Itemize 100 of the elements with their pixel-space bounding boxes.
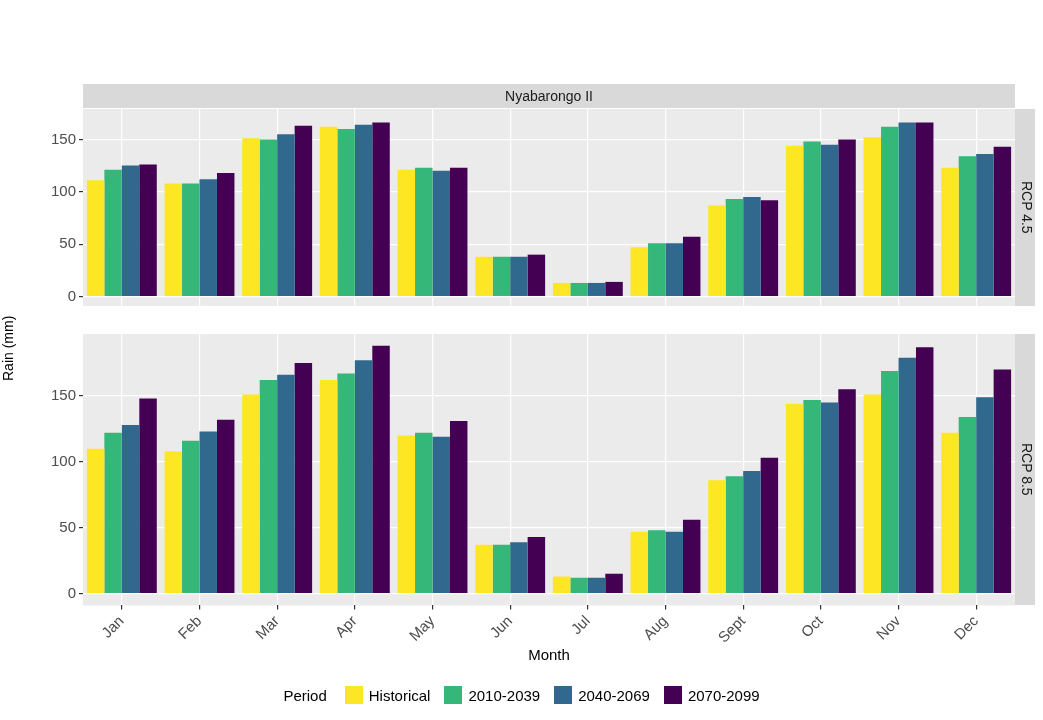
bar bbox=[216, 419, 235, 593]
bar bbox=[941, 432, 959, 593]
y-tick-label: 50 bbox=[59, 517, 76, 535]
legend-label: Historical bbox=[368, 686, 431, 704]
bar bbox=[552, 282, 571, 296]
bar bbox=[164, 183, 183, 296]
bar bbox=[760, 457, 779, 593]
y-tick-label: 0 bbox=[67, 583, 76, 601]
bar bbox=[993, 369, 1012, 593]
bar bbox=[354, 124, 373, 296]
bar bbox=[86, 448, 105, 593]
bar bbox=[449, 167, 468, 296]
bar bbox=[630, 247, 649, 296]
bar bbox=[820, 402, 839, 593]
bar bbox=[527, 536, 546, 593]
bar bbox=[665, 531, 683, 593]
y-tick-label: 0 bbox=[67, 286, 76, 304]
legend-title: Period bbox=[283, 686, 327, 704]
bar bbox=[743, 471, 761, 593]
bar bbox=[259, 380, 278, 593]
x-tick-label: Jun bbox=[486, 611, 516, 641]
bar bbox=[881, 126, 899, 296]
bar bbox=[104, 169, 122, 296]
bar bbox=[104, 432, 122, 593]
bar bbox=[785, 145, 804, 296]
bar bbox=[492, 544, 511, 593]
bar bbox=[139, 398, 157, 593]
bar bbox=[863, 137, 882, 296]
bar bbox=[915, 122, 934, 296]
bar bbox=[319, 126, 338, 296]
bar bbox=[492, 256, 511, 296]
bar bbox=[898, 357, 916, 593]
bar bbox=[432, 170, 450, 296]
bar bbox=[881, 370, 899, 593]
y-axis-title: Rain (mm) bbox=[0, 314, 17, 384]
legend-label: 2010-2039 bbox=[468, 686, 541, 704]
bar bbox=[630, 531, 649, 593]
bar bbox=[605, 573, 623, 593]
bar bbox=[838, 389, 856, 593]
y-tick-label: 150 bbox=[50, 129, 76, 147]
bar bbox=[475, 544, 493, 593]
bar bbox=[86, 180, 105, 296]
bar bbox=[527, 254, 546, 296]
bar bbox=[432, 436, 450, 593]
bar bbox=[725, 476, 744, 593]
bar bbox=[587, 282, 606, 296]
bar bbox=[838, 139, 856, 296]
x-tick-label: Aug bbox=[639, 611, 671, 643]
y-tick-label: 100 bbox=[50, 181, 76, 199]
bar bbox=[397, 435, 416, 593]
bar bbox=[803, 141, 821, 296]
bar bbox=[242, 138, 260, 296]
bar bbox=[372, 345, 390, 593]
x-tick-label: Apr bbox=[331, 611, 360, 641]
bar bbox=[605, 281, 623, 296]
bar bbox=[665, 243, 683, 296]
bar bbox=[587, 577, 606, 593]
bar bbox=[199, 431, 217, 593]
bar bbox=[294, 125, 313, 296]
x-axis-title: Month bbox=[527, 646, 571, 663]
x-tick-label: Mar bbox=[251, 611, 283, 643]
x-tick-label: Jan bbox=[97, 611, 127, 641]
text: RCP 8.5 bbox=[1015, 334, 1035, 606]
bar bbox=[415, 167, 433, 296]
bar bbox=[708, 480, 726, 593]
bar bbox=[570, 282, 588, 296]
bar bbox=[475, 256, 493, 296]
bar bbox=[941, 167, 959, 296]
bar bbox=[164, 451, 183, 593]
chart-title: Nyabarongo II bbox=[83, 84, 1015, 108]
bar bbox=[570, 577, 588, 593]
bar bbox=[725, 199, 744, 296]
bar bbox=[863, 394, 882, 593]
bar bbox=[139, 164, 157, 296]
bar bbox=[552, 576, 571, 593]
bar bbox=[277, 134, 295, 296]
bar bbox=[242, 394, 260, 593]
bar bbox=[803, 399, 821, 593]
bar bbox=[958, 156, 977, 296]
bar bbox=[319, 380, 338, 593]
bar bbox=[354, 360, 373, 593]
bar bbox=[277, 374, 295, 593]
bar bbox=[294, 362, 313, 593]
bar bbox=[898, 122, 916, 296]
x-tick-label: Nov bbox=[872, 611, 904, 643]
bar bbox=[415, 432, 433, 593]
x-tick-label: Feb bbox=[174, 611, 205, 643]
bar bbox=[199, 179, 217, 296]
bar bbox=[682, 236, 701, 296]
bar bbox=[958, 417, 977, 593]
bar bbox=[993, 146, 1012, 296]
bar bbox=[510, 256, 528, 296]
y-tick-label: 150 bbox=[50, 386, 76, 404]
bar bbox=[648, 530, 666, 593]
bar bbox=[259, 139, 278, 296]
x-tick-label: May bbox=[405, 611, 438, 644]
legend-label: 2070-2099 bbox=[687, 686, 760, 704]
bar bbox=[510, 542, 528, 593]
bar bbox=[648, 243, 666, 296]
bar bbox=[976, 154, 994, 296]
